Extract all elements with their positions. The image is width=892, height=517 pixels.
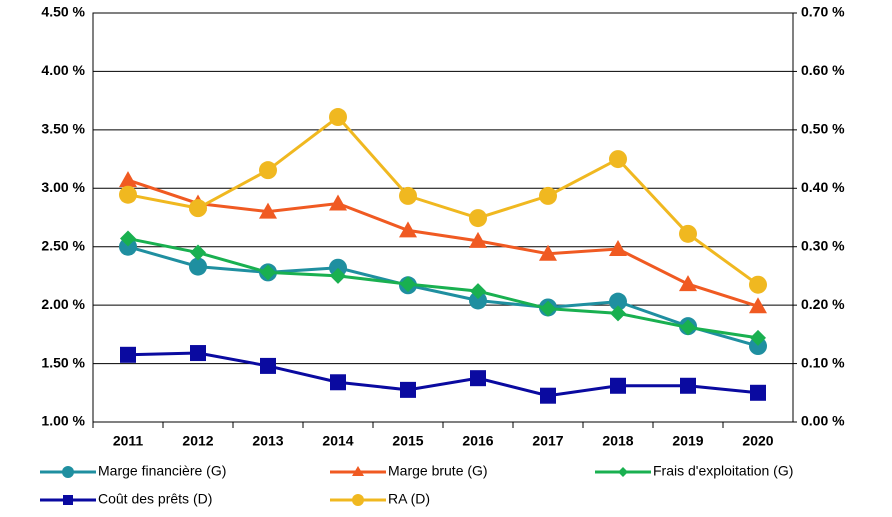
marker: [62, 466, 74, 478]
marker: [330, 374, 346, 391]
marker: [618, 467, 628, 477]
marker: [400, 276, 416, 293]
marker: [749, 337, 767, 356]
x-tick-label: 2012: [182, 433, 213, 449]
marker: [750, 384, 766, 401]
marker: [470, 283, 486, 300]
marker: [260, 357, 276, 374]
x-tick-label: 2013: [252, 433, 283, 449]
marker: [470, 370, 486, 387]
x-tick-label: 2017: [532, 433, 563, 449]
y-tick-label: 2.00 %: [41, 296, 85, 312]
y2-tick-label: 0.20 %: [801, 296, 845, 312]
y2-tick-label: 0.00 %: [801, 413, 845, 429]
marker: [260, 264, 276, 281]
marker: [749, 275, 767, 294]
series-line: [127, 237, 759, 340]
marker: [329, 258, 347, 277]
marker: [189, 257, 207, 276]
x-tick-label: 2015: [392, 433, 423, 449]
y-tick-label: 2.50 %: [41, 237, 85, 253]
legend-label: Marge financière (G): [98, 463, 226, 479]
y-tick-label: 3.50 %: [41, 121, 85, 137]
marker: [352, 466, 364, 476]
marker: [680, 377, 696, 394]
series-line: [127, 114, 759, 286]
marker: [539, 244, 557, 261]
marker: [469, 291, 487, 310]
series-line: [127, 351, 759, 398]
y2-tick-label: 0.50 %: [801, 121, 845, 137]
x-tick-label: 2018: [602, 433, 633, 449]
marker: [679, 224, 697, 243]
marker: [609, 292, 627, 311]
marker: [400, 381, 416, 398]
series-line: [127, 178, 759, 308]
y2-tick-label: 0.40 %: [801, 179, 845, 195]
x-tick-label: 2011: [113, 433, 144, 449]
y-tick-label: 1.00 %: [41, 413, 85, 429]
legend-label: Coût des prêts (D): [98, 491, 212, 507]
marker: [609, 150, 627, 169]
marker: [399, 221, 417, 238]
marker: [63, 495, 73, 505]
marker: [749, 297, 767, 314]
y2-tick-label: 0.10 %: [801, 354, 845, 370]
marker: [119, 171, 137, 188]
y2-tick-label: 0.70 %: [801, 4, 845, 20]
marker: [190, 244, 206, 261]
y2-tick-label: 0.60 %: [801, 62, 845, 78]
marker: [469, 209, 487, 228]
marker: [119, 185, 137, 204]
marker: [120, 346, 136, 363]
marker: [190, 345, 206, 362]
marker: [329, 194, 347, 211]
marker: [330, 267, 346, 284]
marker: [610, 377, 626, 394]
marker: [329, 108, 347, 127]
series-line: [127, 245, 759, 348]
marker: [352, 494, 364, 506]
marker: [399, 186, 417, 205]
marker: [120, 230, 136, 247]
marker: [540, 387, 556, 404]
x-tick-label: 2019: [672, 433, 703, 449]
y-tick-label: 4.00 %: [41, 62, 85, 78]
marker: [469, 231, 487, 248]
marker: [609, 240, 627, 257]
y-tick-label: 1.50 %: [41, 354, 85, 370]
x-tick-label: 2014: [322, 433, 353, 449]
marker: [189, 199, 207, 218]
marker: [610, 305, 626, 322]
y-tick-label: 4.50 %: [41, 4, 85, 20]
marker: [750, 329, 766, 346]
marker: [259, 202, 277, 219]
y-tick-label: 3.00 %: [41, 179, 85, 195]
marker: [680, 319, 696, 336]
marker: [539, 186, 557, 205]
y2-tick-label: 0.30 %: [801, 237, 845, 253]
legend-label: Frais d'exploitation (G): [653, 463, 793, 479]
marker: [119, 237, 137, 256]
marker: [540, 300, 556, 317]
legend-label: Marge brute (G): [388, 463, 488, 479]
legend-label: RA (D): [388, 491, 430, 507]
x-tick-label: 2016: [462, 433, 493, 449]
marker: [679, 275, 697, 292]
x-tick-label: 2020: [742, 433, 773, 449]
marker: [259, 161, 277, 180]
